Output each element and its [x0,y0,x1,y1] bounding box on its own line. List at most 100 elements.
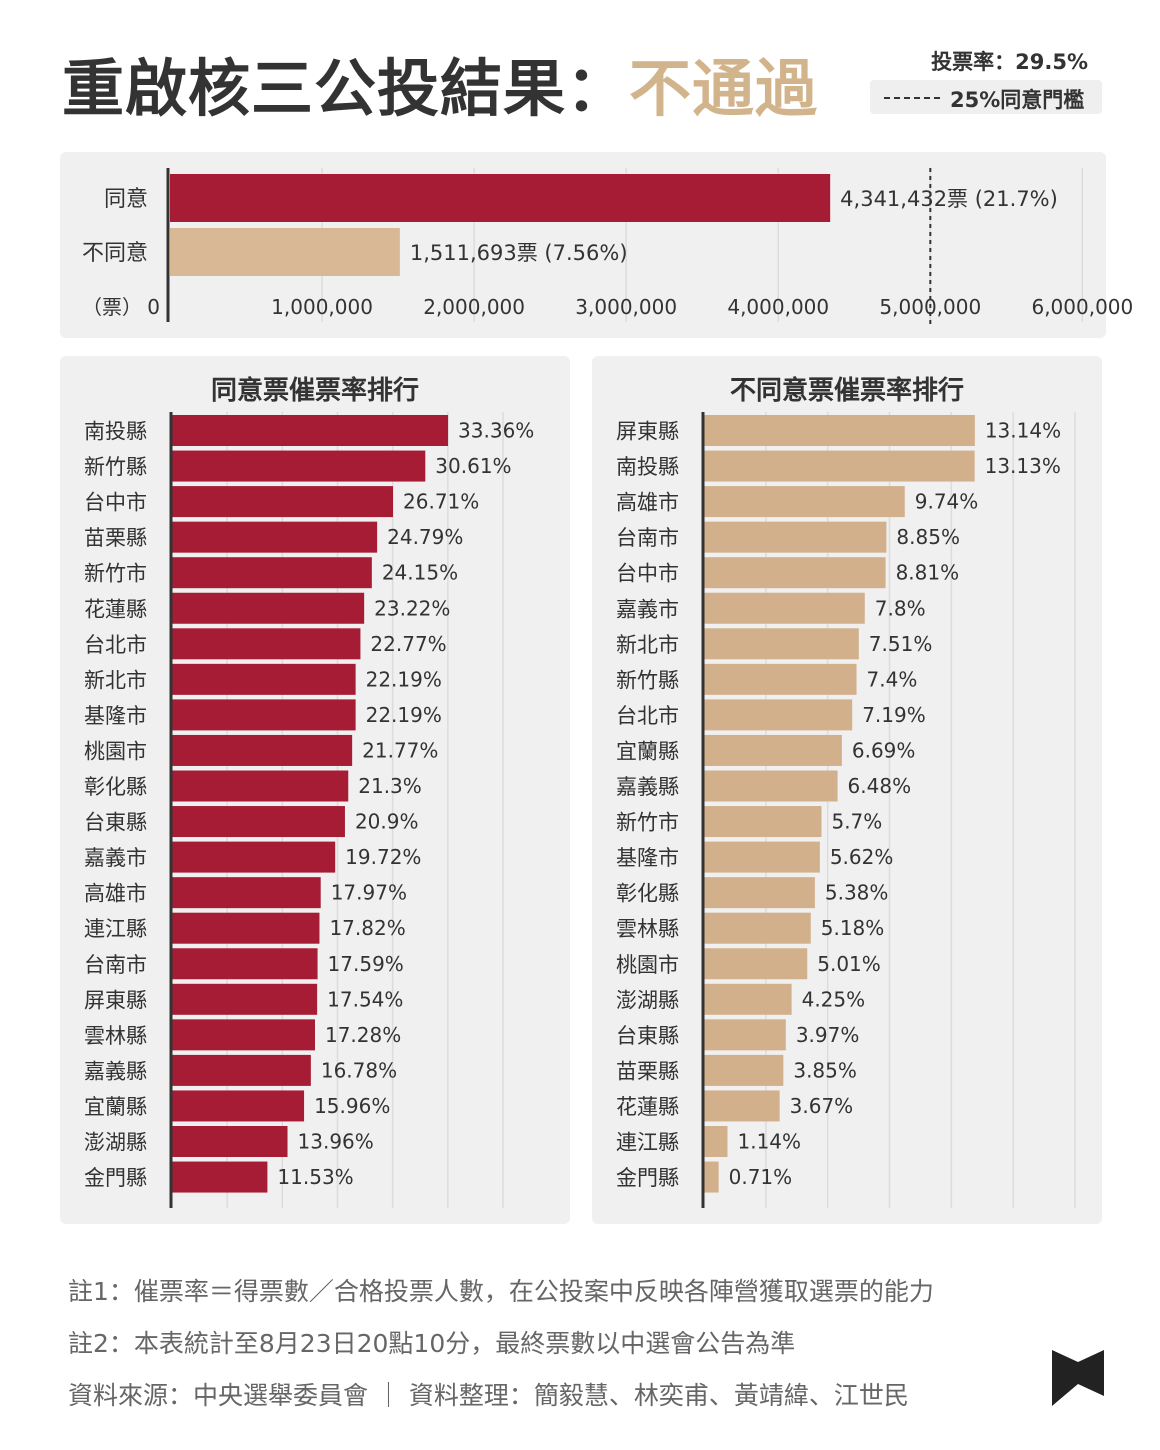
threshold-legend-label: 25%同意門檻 [950,88,1085,112]
value-label: 9.74% [915,490,979,514]
bar [704,734,842,766]
category-label: 台北市 [84,633,147,657]
category-label: 嘉義市 [84,846,147,870]
bar [172,521,378,553]
value-label: 0.71% [729,1165,793,1189]
value-label: 17.59% [328,952,404,976]
value-label: 8.81% [896,561,960,585]
total-votes-panel: 0 1,000,000 2,000,000 3,000,000 4,000,000 5,0… [60,152,1133,338]
bar [172,806,345,838]
value-label: 13.14% [985,419,1061,443]
value-label: 19.72% [345,845,421,869]
category-label: 澎湖縣 [84,1131,147,1155]
value-label: 5.01% [817,952,881,976]
value-label: 24.79% [387,525,463,549]
bar [172,450,426,482]
publisher-logo-icon [1052,1350,1104,1406]
category-label: 桃園市 [616,953,679,977]
value-label: 17.28% [325,1023,401,1047]
category-label: 苗栗縣 [616,1059,679,1083]
value-label: 5.7% [831,810,882,834]
x-tick-label: 3,000,000 [575,295,677,319]
bar [170,228,400,276]
value-label: 21.77% [362,738,438,762]
value-label: 17.97% [331,881,407,905]
category-label: 新北市 [84,668,147,692]
bar [704,948,808,980]
value-label: 17.82% [329,916,405,940]
value-label: 5.38% [825,881,889,905]
bar [704,770,838,802]
x-tick-label: 6,000,000 [1031,295,1133,319]
category-label: 台南市 [616,526,679,550]
bar [172,1161,268,1193]
threshold-legend: 25%同意門檻 [870,80,1102,114]
value-label: 20.9% [355,810,419,834]
category-label: 嘉義縣 [84,1059,147,1083]
bar [704,699,853,731]
category-label: 台東縣 [616,1024,679,1048]
category-label: 連江縣 [84,917,147,941]
bar [172,592,365,624]
bar [704,521,887,553]
bar [704,415,975,446]
total-votes-chart: 0 1,000,000 2,000,000 3,000,000 4,000,000 5,0… [82,168,1133,324]
category-label: 嘉義市 [616,597,679,621]
bar [172,628,361,660]
data-source: 資料來源：中央選舉委員會 ｜ 資料整理：簡毅慧、林奕甫、黃靖緯、江世民 [68,1381,909,1410]
category-label: 雲林縣 [84,1024,147,1048]
bar [172,983,318,1015]
bar [704,1126,728,1157]
value-label: 16.78% [321,1058,397,1082]
category-label: 基隆市 [84,704,147,728]
category-label: 金門縣 [84,1166,147,1190]
bar [172,1019,315,1051]
category-label: 台南市 [84,953,147,977]
bar [172,877,321,909]
bar [704,486,905,518]
value-label: 13.96% [298,1130,374,1154]
x-tick-label: 4,000,000 [727,295,829,319]
value-label: 22.19% [366,667,442,691]
category-label: 台東縣 [84,811,147,835]
bar [172,415,449,446]
bar [704,1019,786,1051]
title-verdict: 不通過 [629,52,819,125]
category-label: 澎湖縣 [616,988,679,1012]
value-label: 3.67% [790,1094,854,1118]
bar [704,628,859,660]
note-2: 註2：本表統計至8月23日20點10分，最終票數以中選會公告為準 [68,1329,796,1358]
page-title: 重啟核三公投結果：不通過 [62,38,818,128]
value-label: 30.61% [435,454,511,478]
value-label: 17.54% [327,987,403,1011]
bar [172,912,320,944]
bar [704,1054,784,1086]
title-main: 重啟核三公投結果： [62,52,630,125]
value-label: 6.69% [852,738,916,762]
value-label: 11.53% [277,1165,353,1189]
agree-rank-chart: 南投縣 33.36% 新竹縣 30.61% 台中市 26.71% 苗栗縣 24.79% 新竹市 2… [84,412,534,1208]
disagree-rank-title: 不同意票催票率排行 [729,376,964,406]
value-label: 22.77% [370,632,446,656]
disagree-rank-panel: 不同意票催票率排行 屏東縣 13.14% 南投縣 13.13% 高雄市 9.74% 台南市 8… [592,356,1102,1224]
bar [704,1090,780,1122]
bar [704,592,865,624]
bar [704,450,975,482]
value-label: 3.97% [796,1023,860,1047]
threshold-dash-icon [884,97,940,99]
value-label: 13.13% [985,454,1061,478]
bar [172,770,349,802]
bar [704,912,811,944]
category-label: 不同意 [82,241,148,266]
agree-rank-panel: 同意票催票率排行 南投縣 33.36% 新竹縣 30.61% 台中市 26.71% 苗栗縣 2… [60,356,570,1224]
value-label: 23.22% [374,596,450,620]
category-label: 南投縣 [84,420,147,444]
category-label: 連江縣 [616,1131,679,1155]
value-label: 7.4% [867,667,918,691]
category-label: 彰化縣 [616,882,679,906]
value-label: 24.15% [382,561,458,585]
value-label: 5.18% [821,916,885,940]
value-label: 8.85% [896,525,960,549]
bar [704,557,886,589]
value-label: 1.14% [737,1130,801,1154]
